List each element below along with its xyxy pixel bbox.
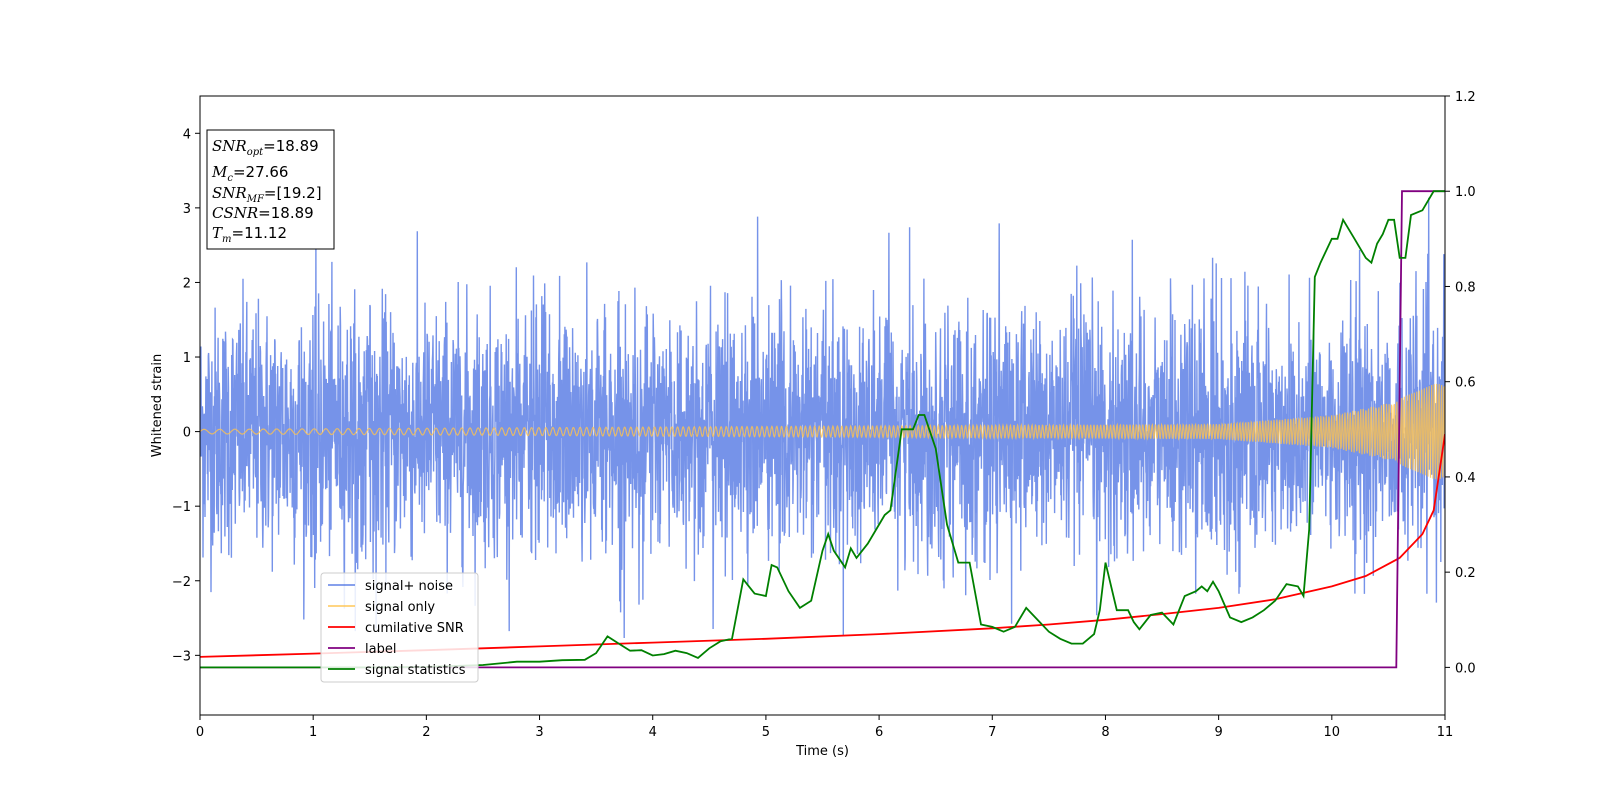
annotation-line: Mc=27.66: [211, 163, 288, 184]
y-tick-label: −2: [172, 575, 191, 590]
x-tick-label: 4: [649, 725, 657, 740]
y2-tick-label: 0.6: [1455, 376, 1476, 391]
legend-entry: cumilative SNR: [365, 621, 464, 636]
legend-entry: signal+ noise: [365, 579, 453, 594]
x-tick-label: 2: [422, 725, 430, 740]
annotation-frame: [206, 129, 335, 250]
y2-tick-label: 0.2: [1455, 566, 1476, 581]
x-tick-label: 7: [988, 725, 996, 740]
y-tick-label: 0: [183, 426, 191, 441]
x-tick-label: 5: [762, 725, 770, 740]
legend-frame: [320, 572, 479, 683]
annotation-line: Tm=11.12: [212, 224, 287, 245]
y-tick-label: 4: [183, 127, 191, 142]
x-tick-label: 8: [1101, 725, 1109, 740]
y-axis-label: Whitened strain: [150, 354, 165, 457]
y-tick-label: 3: [183, 202, 191, 217]
x-axis-label: Time (s): [795, 744, 849, 759]
x-tick-label: 1: [309, 725, 317, 740]
annotation-box: SNRopt=18.89 Mc=27.66SNRMF=[19.2]CSNR=18.…: [206, 129, 335, 250]
plot-area: [200, 190, 1445, 669]
axes: 0 1 2 3 4 5 6 7 8 9 10 11 −3 −2 −1 0 1 2 3 4 0.0 0.2 0.4 0.6 0.8…: [172, 90, 1476, 740]
y2-tick-label: 0.8: [1455, 280, 1476, 295]
x-tick-label: 3: [535, 725, 543, 740]
series-line-cumilative-snr: [200, 433, 1445, 658]
legend: signal+ noise signal only cumilative SNR la…: [320, 572, 479, 683]
x-tick-label: 11: [1437, 725, 1454, 740]
series-line-signal-only: [200, 383, 1445, 480]
annotation-line: SNRMF=[19.2]: [212, 184, 322, 205]
y2-tick-label: 0.0: [1455, 661, 1476, 676]
x-tick-label: 6: [875, 725, 883, 740]
series-line-signal-statistics: [200, 190, 1445, 669]
x-tick-label: 0: [196, 725, 204, 740]
x-tick-label: 9: [1214, 725, 1222, 740]
y-tick-label: 1: [183, 351, 191, 366]
annotation-line: SNRopt=18.89: [212, 137, 319, 158]
y2-tick-label: 1.2: [1455, 90, 1476, 105]
legend-entry: signal only: [365, 600, 435, 615]
annotation-line: CSNR=18.89: [212, 204, 314, 222]
y-tick-label: −1: [172, 500, 191, 515]
y2-tick-label: 0.4: [1455, 471, 1476, 486]
x-tick-label: 10: [1324, 725, 1341, 740]
y-tick-label: 2: [183, 276, 191, 291]
axes-frame: [199, 95, 1446, 716]
legend-entry: label: [365, 642, 396, 657]
y-tick-label: −3: [172, 649, 191, 664]
legend-entry: signal statistics: [365, 663, 466, 678]
y2-tick-label: 1.0: [1455, 185, 1476, 200]
series-line-label: [200, 190, 1445, 669]
